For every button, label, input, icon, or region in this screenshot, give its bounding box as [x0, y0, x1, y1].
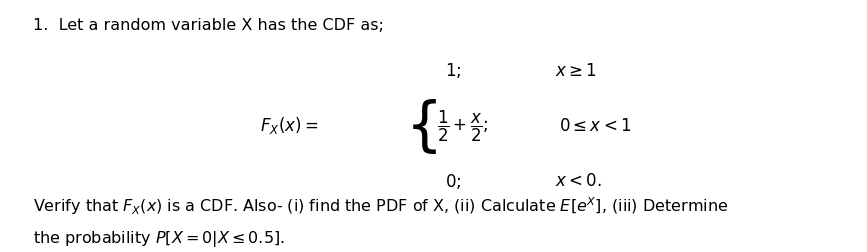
Text: the probability $P[X = 0 | X \leq 0.5]$.: the probability $P[X = 0 | X \leq 0.5]$. [33, 230, 284, 249]
Text: $0 \leq x < 1$: $0 \leq x < 1$ [559, 117, 632, 135]
Text: 1.  Let a random variable X has the CDF as;: 1. Let a random variable X has the CDF a… [33, 18, 383, 33]
Text: Verify that $F_X(x)$ is a CDF. Also- (i) find the PDF of X, (ii) Calculate $E[e^: Verify that $F_X(x)$ is a CDF. Also- (i)… [33, 195, 728, 217]
Text: $x \geq 1$: $x \geq 1$ [556, 61, 597, 80]
Text: $F_X(x) =$: $F_X(x) =$ [260, 115, 318, 137]
Text: $x < 0.$: $x < 0.$ [556, 172, 602, 191]
Text: $1;$: $1;$ [445, 61, 461, 80]
Text: $\{$: $\{$ [405, 97, 436, 155]
Text: $\dfrac{1}{2}+\dfrac{x}{2};$: $\dfrac{1}{2}+\dfrac{x}{2};$ [437, 108, 488, 144]
Text: $0;$: $0;$ [445, 172, 461, 191]
